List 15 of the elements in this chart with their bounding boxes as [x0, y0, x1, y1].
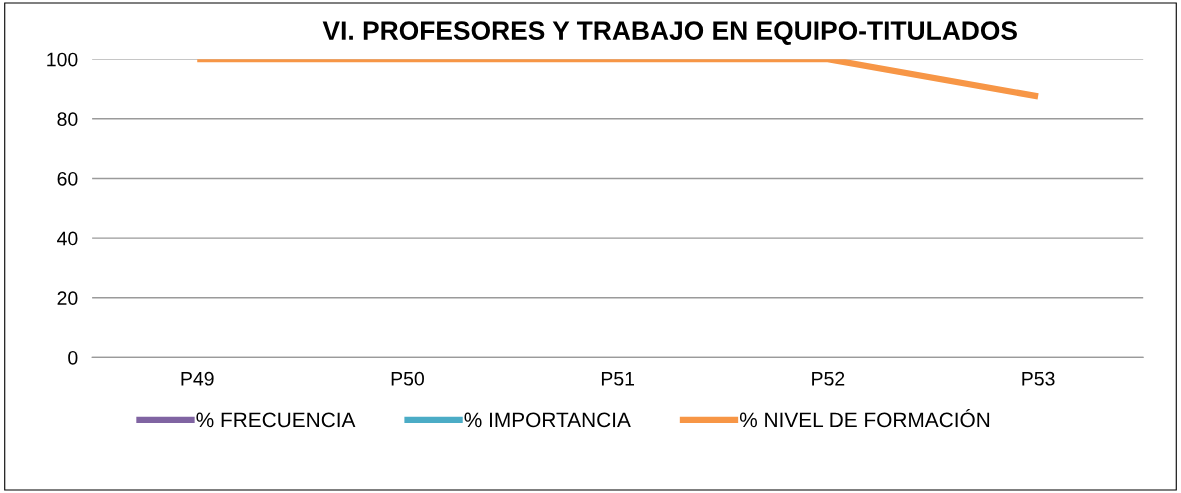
- y-tick-label: 40: [57, 231, 78, 246]
- legend-label: % FRECUENCIA: [196, 412, 356, 428]
- y-tick-label: 100: [47, 52, 78, 67]
- chart-title: VI. PROFESORES Y TRABAJO EN EQUIPO-TITULADOS: [322, 21, 1017, 45]
- y-tick-label: 60: [57, 171, 78, 186]
- x-tick-label: P50: [391, 371, 424, 386]
- x-tick-label: P53: [1022, 371, 1055, 386]
- y-tick-label: 80: [57, 112, 78, 127]
- x-tick-label: P51: [601, 372, 635, 386]
- y-tick-label: 0: [68, 350, 78, 365]
- y-tick-label: 20: [57, 291, 78, 306]
- x-tick-label: P49: [181, 371, 214, 386]
- legend-label: % NIVEL DE FORMACIÓN: [739, 409, 990, 428]
- x-tick-label: P52: [812, 371, 845, 386]
- legend-label: % IMPORTANCIA: [464, 412, 631, 428]
